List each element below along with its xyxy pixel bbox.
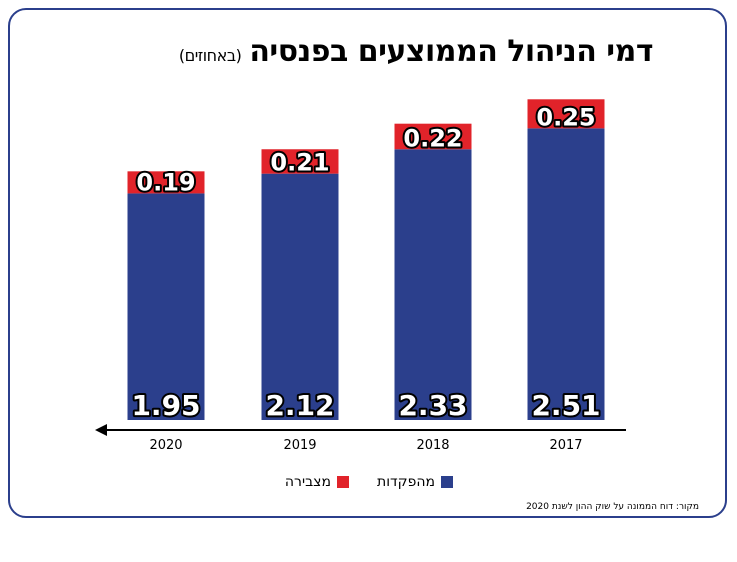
- x-tick-label-2017: 2017: [549, 438, 582, 453]
- x-tick-label-2020: 2020: [149, 438, 182, 453]
- x-tick-label-2018: 2018: [416, 438, 449, 453]
- chart-frame: [8, 8, 727, 518]
- legend-swatch-deposits: [441, 476, 453, 488]
- bar-accumulation-2020: [127, 171, 205, 194]
- data-label-deposits-2019: 2.12: [265, 389, 334, 422]
- source-note: מקור: דוח הממונה על שוק ההון לשנת 2020: [526, 502, 699, 512]
- data-label-accumulation-2018: 0.22: [403, 124, 462, 152]
- data-label-accumulation-2017: 0.25: [536, 103, 595, 131]
- data-label-deposits-2020: 1.95: [131, 389, 200, 422]
- legend-label-accumulation: מצבירה: [284, 474, 331, 490]
- x-tick-label-2019: 2019: [283, 438, 316, 453]
- chart-legend: מהפקדות מצבירה: [285, 474, 453, 490]
- data-label-accumulation-2020: 0.19: [136, 168, 195, 196]
- x-axis-arrow-icon: [95, 424, 107, 436]
- title-text: דמי הניהול הממוצעים בפנסיה: [249, 34, 653, 69]
- bar-deposits-2019: [261, 173, 339, 420]
- title-unit: (באחוזים): [178, 46, 242, 65]
- legend-label-deposits: מהפקדות: [377, 474, 435, 490]
- bar-deposits-2018: [394, 149, 472, 420]
- bar-accumulation-2018: [394, 123, 472, 150]
- data-label-accumulation-2019: 0.21: [270, 149, 329, 177]
- legend-swatch-accumulation: [337, 476, 349, 488]
- bar-accumulation-2017: [527, 99, 605, 129]
- data-label-deposits-2018: 2.33: [398, 389, 467, 422]
- data-label-deposits-2017: 2.51: [531, 389, 600, 422]
- bar-accumulation-2019: [261, 149, 339, 174]
- bar-deposits-2020: [127, 193, 205, 420]
- chart-title: דמי הניהול הממוצעים בפנסיה (באחוזים): [178, 34, 654, 69]
- bar-deposits-2017: [527, 128, 605, 420]
